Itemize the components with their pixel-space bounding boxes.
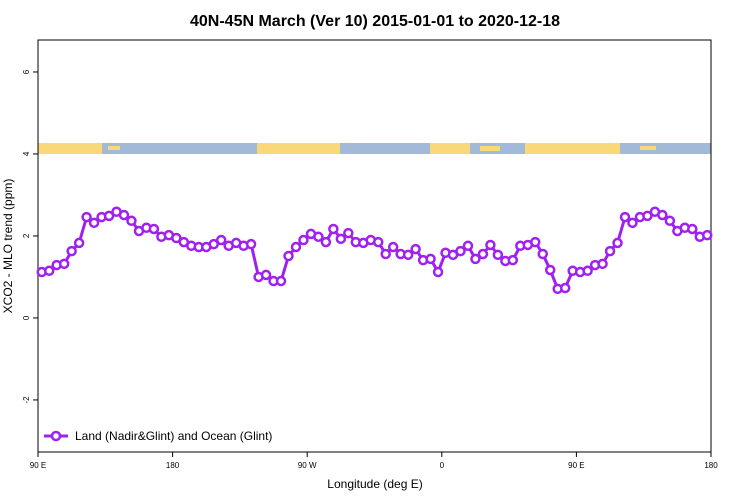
- data-point: [477, 248, 489, 260]
- data-point: [148, 223, 160, 235]
- data-point: [260, 269, 272, 281]
- data-point: [507, 254, 519, 266]
- data-point: [627, 217, 638, 229]
- data-point: [81, 211, 92, 223]
- y-tick-label: 0: [22, 315, 31, 320]
- data-point: [245, 238, 257, 250]
- data-point: [103, 210, 115, 222]
- data-point: [58, 258, 70, 270]
- data-point: [387, 241, 399, 253]
- data-point: [619, 211, 631, 223]
- x-tick-label: 90 E: [568, 461, 584, 470]
- data-point: [642, 210, 653, 222]
- data-point: [702, 229, 713, 241]
- y-tick-label: 6: [22, 69, 31, 74]
- data-point: [402, 249, 414, 261]
- y-tick-label: -2: [22, 396, 31, 404]
- data-point: [335, 233, 347, 245]
- x-tick-label: 90 E: [30, 461, 46, 470]
- x-tick-label: 90 W: [298, 461, 317, 470]
- data-point: [687, 223, 698, 235]
- legend-marker: [50, 430, 62, 442]
- data-point: [88, 217, 100, 229]
- data-point: [492, 249, 504, 261]
- y-tick-label: 4: [22, 151, 31, 156]
- data-point: [470, 253, 481, 265]
- data-point: [328, 223, 339, 235]
- data-point: [126, 215, 137, 227]
- data-point: [372, 236, 384, 248]
- data-point: [530, 236, 541, 248]
- data-point: [290, 241, 302, 253]
- data-point: [432, 266, 444, 278]
- legend-label: Land (Nadir&Glint) and Ocean (Glint): [75, 429, 272, 443]
- data-point: [455, 245, 466, 257]
- data-point: [612, 237, 623, 249]
- data-point: [208, 238, 219, 250]
- data-point: [657, 209, 668, 221]
- x-tick-label: 180: [704, 461, 718, 470]
- data-point: [66, 245, 77, 257]
- data-point: [380, 248, 391, 260]
- plot-frame: [37, 39, 712, 453]
- chart-title: 40N-45N March (Ver 10) 2015-01-01 to 202…: [190, 13, 560, 30]
- surface-strip: [38, 143, 711, 154]
- data-point: [73, 237, 85, 249]
- data-point: [215, 234, 227, 246]
- data-point: [559, 282, 571, 294]
- data-point: [604, 245, 616, 257]
- data-point: [544, 264, 556, 276]
- data-point: [425, 253, 436, 265]
- data-point: [485, 239, 496, 251]
- data-point: [43, 265, 55, 277]
- x-tick-label: 180: [166, 461, 180, 470]
- data-point: [582, 265, 593, 277]
- data-point: [343, 227, 354, 239]
- data-point: [462, 240, 474, 252]
- y-axis-label: XCO2 - MLO trend (ppm): [1, 179, 15, 314]
- data-point: [537, 248, 548, 260]
- data-point: [597, 258, 608, 270]
- data-point: [313, 231, 324, 243]
- x-axis-label: Longitude (deg E): [327, 477, 422, 491]
- data-point: [320, 236, 332, 248]
- data-point: [275, 275, 287, 287]
- data-point: [664, 215, 676, 227]
- data-point: [298, 234, 309, 246]
- data-point: [283, 250, 294, 262]
- y-tick-label: 2: [22, 233, 31, 238]
- data-point: [410, 243, 421, 255]
- data-point: [118, 209, 130, 221]
- data-point: [171, 232, 182, 244]
- x-tick-label: 0: [440, 461, 445, 470]
